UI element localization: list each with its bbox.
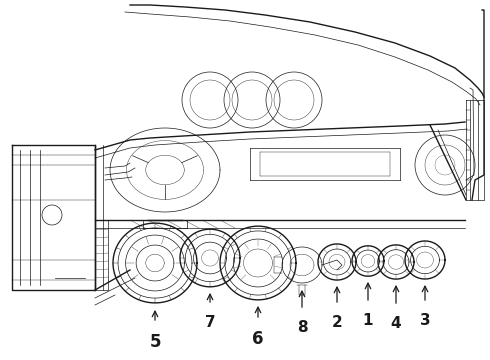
Text: 1: 1 [363, 313, 373, 328]
Text: 5: 5 [149, 333, 161, 351]
Text: 4: 4 [391, 316, 401, 331]
Text: 7: 7 [205, 315, 215, 330]
Text: 6: 6 [252, 330, 264, 348]
Text: 3: 3 [420, 313, 430, 328]
Text: 2: 2 [332, 315, 343, 330]
Text: 8: 8 [296, 320, 307, 335]
